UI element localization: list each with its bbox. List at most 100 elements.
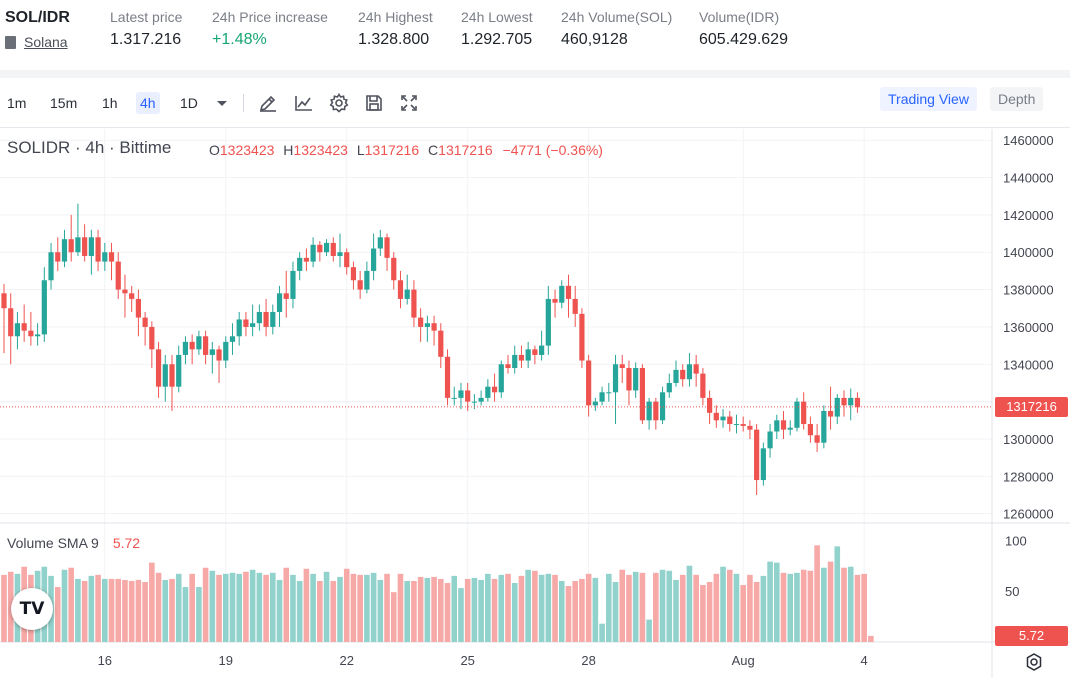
volume-bar: [209, 570, 216, 642]
volume-bar: [854, 574, 861, 642]
price-tick-label: 1420000: [1003, 208, 1054, 223]
save-icon[interactable]: [363, 92, 385, 114]
volume-bar: [390, 592, 397, 642]
candle-body: [633, 368, 639, 391]
coin-link-label: Solana: [24, 34, 68, 50]
price-tick-label: 1380000: [1003, 283, 1054, 298]
candle-body: [505, 364, 511, 369]
candle-body: [821, 410, 827, 443]
pencil-icon[interactable]: [257, 92, 279, 114]
timeframe-1m[interactable]: 1m: [7, 95, 27, 111]
volume-bar: [323, 571, 330, 642]
candle-body: [162, 364, 168, 387]
candle-body: [754, 429, 760, 481]
volume-bar: [411, 580, 417, 642]
candle-body: [673, 369, 679, 383]
candle-body: [418, 317, 424, 327]
candle-body: [169, 364, 175, 387]
stat-value: 1.317.216: [110, 31, 182, 48]
volume-bar: [518, 575, 525, 642]
price-tick-label: 1400000: [1003, 245, 1054, 260]
volume-bar: [612, 581, 619, 642]
volume-bar: [310, 573, 316, 642]
volume-bar: [552, 574, 558, 642]
chevron-down-icon[interactable]: [211, 92, 233, 114]
candle-body: [142, 317, 148, 327]
timeframe-4h[interactable]: 4h: [136, 92, 160, 114]
volume-bar: [834, 546, 841, 642]
volume-bar: [713, 573, 720, 642]
coin-link[interactable]: Solana: [5, 34, 70, 50]
candle-body: [720, 416, 726, 421]
fullscreen-icon[interactable]: [398, 92, 420, 114]
volume-bar: [841, 567, 847, 642]
candle-body: [35, 334, 41, 337]
depth-button[interactable]: Depth: [990, 87, 1044, 111]
price-tick-label: 1440000: [1003, 171, 1054, 186]
candle-body: [801, 401, 807, 425]
volume-bar: [417, 576, 424, 642]
timeframe-1h[interactable]: 1h: [102, 95, 118, 111]
volume-bar: [787, 573, 794, 642]
volume-bar: [726, 569, 733, 642]
volume-bar: [364, 574, 370, 642]
volume-bar: [706, 581, 713, 642]
volume-bar: [54, 587, 61, 642]
volume-bar: [431, 576, 437, 642]
volume-value: 5.72: [112, 535, 141, 551]
candle-body: [350, 267, 357, 281]
candle-body: [586, 360, 592, 406]
candle-body: [579, 313, 585, 361]
candle-body: [122, 289, 128, 294]
candle-body: [451, 397, 457, 399]
volume-bar: [485, 573, 491, 642]
candle-body: [539, 345, 545, 355]
volume-bar: [626, 574, 632, 642]
candle-body: [303, 257, 309, 262]
candlestick-chart[interactable]: 1260000128000013000001320000134000013600…: [0, 129, 1070, 678]
volume-bar: [458, 588, 464, 642]
candle-body: [189, 341, 195, 350]
volume-bar: [666, 570, 673, 642]
time-tick-label: 4: [861, 653, 868, 668]
tradingview-logo[interactable]: TV: [11, 588, 53, 630]
stat-value: 605.429.629: [699, 31, 788, 48]
candle-body: [256, 311, 262, 324]
volume-bar: [236, 573, 242, 642]
price-tick-label: 1280000: [1003, 469, 1054, 484]
volume-bar: [149, 562, 155, 642]
volume-bar: [471, 577, 478, 642]
low-key: L: [356, 142, 365, 158]
volume-tick-label: 100: [1005, 533, 1027, 548]
candle-body: [216, 349, 222, 361]
candle-body: [599, 392, 605, 402]
trading-view-button[interactable]: Trading View: [880, 87, 977, 111]
volume-bar: [263, 574, 269, 642]
indicator-icon[interactable]: [293, 92, 315, 114]
candle-body: [384, 237, 390, 258]
volume-bar: [592, 577, 599, 642]
volume-bar: [679, 574, 686, 642]
candle-body: [209, 349, 215, 355]
candle-body: [176, 354, 182, 387]
timeframe-1d[interactable]: 1D: [180, 95, 198, 111]
volume-bar: [780, 572, 787, 642]
volume-bar: [505, 573, 511, 642]
gear-icon[interactable]: [1023, 651, 1045, 673]
candle-body: [404, 289, 410, 299]
chart-toolbar: 1m 15m 1h 4h 1D Trading View Depth: [0, 78, 1070, 128]
candle-body: [814, 435, 820, 443]
timeframe-15m[interactable]: 15m: [50, 95, 78, 111]
candle-body: [498, 364, 504, 393]
volume-bar: [175, 573, 182, 642]
candle-body: [740, 424, 746, 426]
volume-bar: [438, 578, 444, 642]
volume-bar: [135, 579, 142, 642]
volume-bar: [545, 573, 552, 642]
candle-body: [787, 427, 793, 430]
volume-bar: [68, 567, 74, 642]
volume-bar: [693, 574, 699, 642]
volume-bar: [397, 573, 404, 642]
volume-bar: [377, 579, 384, 642]
gear-icon[interactable]: [328, 92, 350, 114]
